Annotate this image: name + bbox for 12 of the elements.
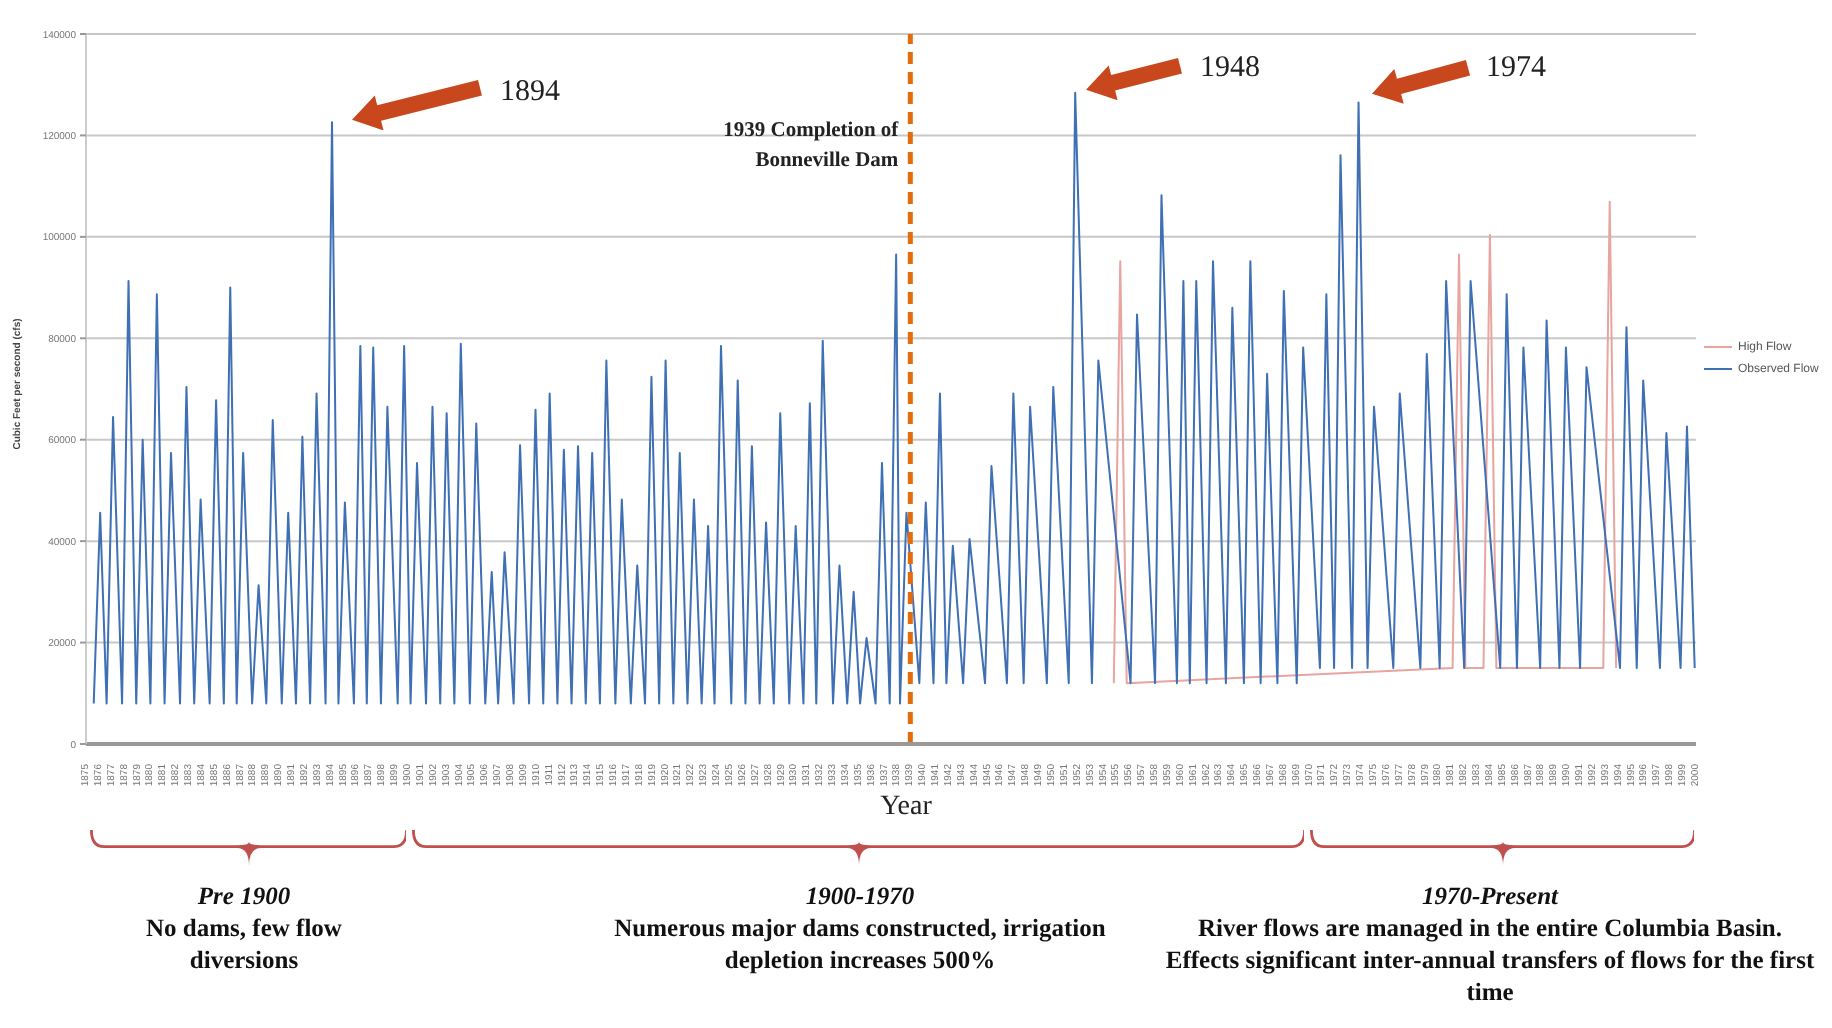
text: No dams, few flow diversions: [144, 912, 344, 976]
text: Pre 1900: [195, 880, 293, 912]
text: 1970-Present: [1419, 880, 1561, 912]
text: 1900-1970: [803, 880, 917, 912]
text: River flows are managed in the entire Columbia Basin. Effects significant inter-annual transfers of flows for the first time: [1163, 912, 1817, 1008]
annotation: 1974: [1486, 52, 1546, 86]
ref-line-label: 1939 Completion of Bonneville Dam: [721, 118, 899, 176]
text: Numerous major dams constructed, irrigation depletion increases 500%: [612, 912, 1108, 976]
annotation: 1894: [500, 76, 560, 110]
line-series: [1112, 200, 1618, 685]
annotation: 1948: [1200, 52, 1260, 86]
x-axis-title: Year: [878, 792, 934, 824]
